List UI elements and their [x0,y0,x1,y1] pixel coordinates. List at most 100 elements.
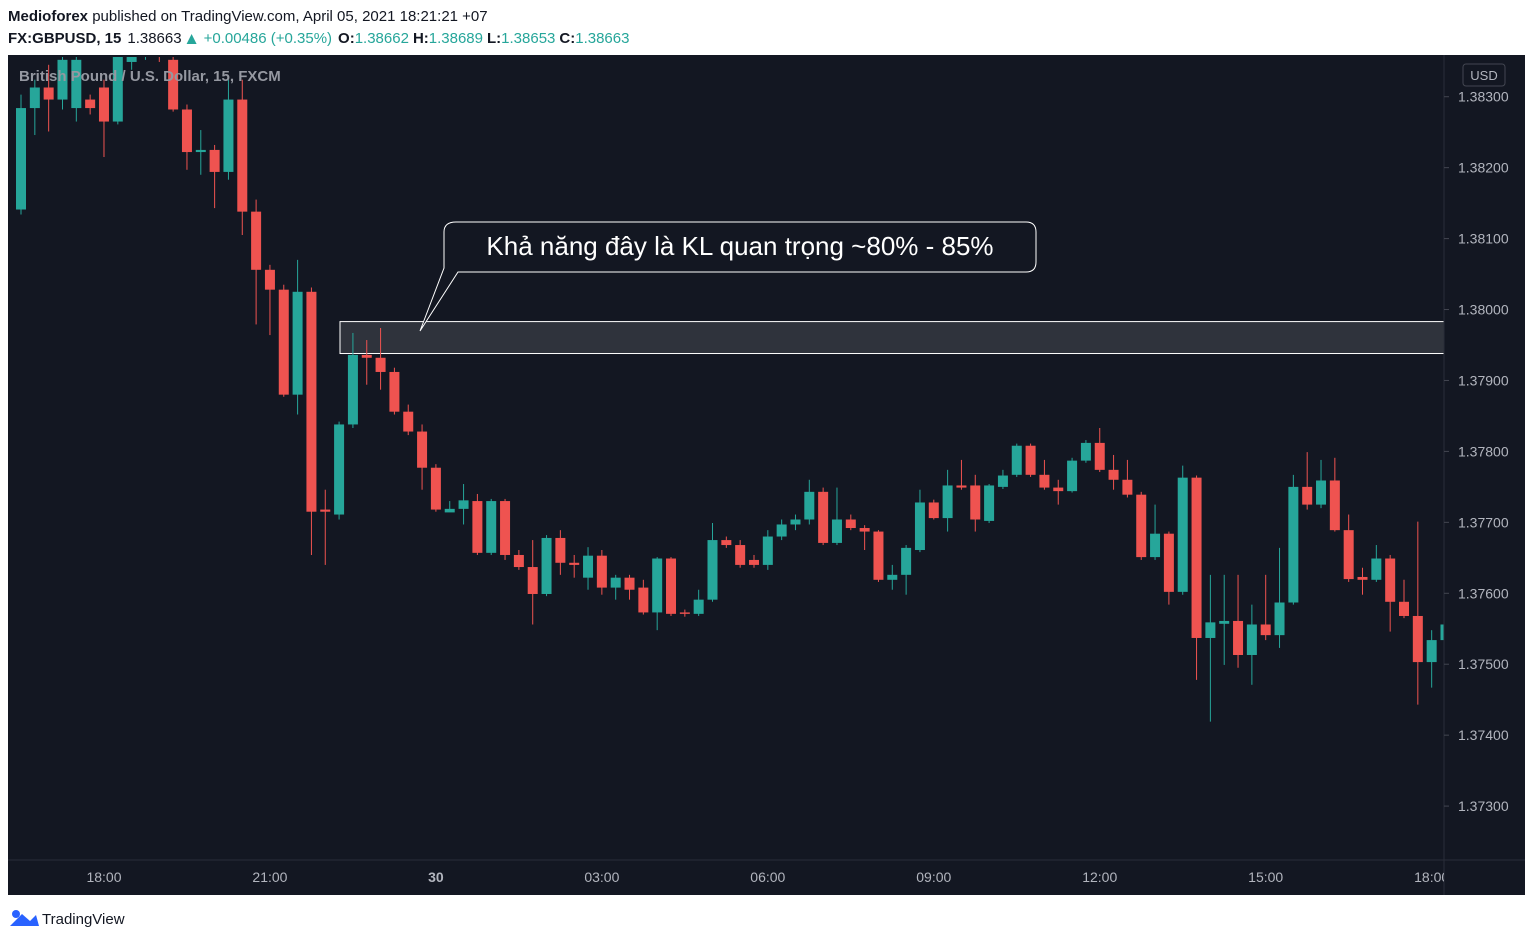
candle-body [1426,640,1437,663]
y-tick-label: 1.37700 [1458,514,1509,530]
x-tick-label: 21:00 [252,869,287,885]
candle-body [748,559,759,565]
change: +0.00486 (+0.35%) [204,30,332,47]
candle-body [1233,620,1244,655]
candle-body [942,485,953,519]
candle-body [278,289,289,395]
candle-body [624,577,635,590]
candle-body [1053,487,1064,492]
x-tick-label: 18:00 [1414,869,1449,885]
y-tick-label: 1.38000 [1458,302,1509,318]
candle-body [347,354,358,425]
candle-body [264,269,275,290]
candle-body [320,509,331,512]
currency: USD [1470,68,1497,83]
ohlc-value: 1.38662 [355,30,409,47]
callout [419,221,1037,332]
candle-body [1399,601,1409,616]
candle-body [914,502,925,551]
ohlc-label: L: [487,30,501,47]
candle-body [168,59,179,110]
y-tick-label: 1.37900 [1458,372,1509,388]
candle-body [679,612,690,614]
candles [16,57,1444,722]
candle-body [1191,477,1202,638]
candle-body [417,431,428,468]
candle-body [29,87,40,109]
candle-body [237,99,248,212]
candle-body [859,528,870,532]
chart-background [8,55,1525,895]
candle-body [1343,530,1354,580]
up-arrow [186,34,197,44]
candle-body [1108,469,1119,480]
x-tick-label: 09:00 [916,869,951,885]
candle-body [638,587,649,613]
brand: TradingView [42,911,125,928]
ohlc-label: O: [338,30,355,47]
candle-body [596,555,607,588]
candle-body [57,59,68,100]
candle-body [1205,622,1216,638]
candle-body [112,57,123,122]
candle-body [666,558,677,614]
candle-body [43,87,54,100]
logo-icon [10,914,39,926]
candle-body [430,467,441,510]
zone-layer [339,321,1445,355]
last-price: 1.38663 [127,30,181,47]
zone [339,321,1445,355]
candle-body [1136,494,1147,558]
candle-body [845,519,856,529]
candle-body [887,574,898,580]
candle-body [1067,460,1078,492]
candle-body [1440,624,1444,641]
candle-body [1094,442,1105,470]
candle-body [486,501,497,553]
y-tick-label: 1.37500 [1458,656,1509,672]
candle-body [527,567,538,594]
publish-line: Medioforex published on TradingView.com,… [8,8,488,25]
candle-body [610,577,621,588]
candle-body [126,57,137,62]
y-tick-label: 1.37600 [1458,585,1509,601]
x-tick-label: 30 [428,869,444,885]
candle-body [361,354,372,358]
logo-icon-dot [12,910,20,918]
candle-body [804,491,815,520]
candle-body [818,491,829,543]
candle-body [306,291,317,512]
candle-body [1025,445,1036,475]
candle-body [928,502,939,519]
candle-body [555,537,566,563]
x-tick-label: 12:00 [1082,869,1117,885]
candle-body [1219,620,1230,624]
published: published on TradingView.com, April 05, … [92,8,487,25]
candle-body [1357,576,1368,580]
annotation: Khả năng đây là KL quan trọng ~80% - 85% [486,231,993,261]
ohlc-label: H: [413,30,429,47]
candle-body [1080,442,1091,461]
candle-body [71,59,82,109]
candle-body [98,87,109,122]
ohlc-value: 1.38689 [429,30,483,47]
candle-body [693,599,704,614]
candle-body [1412,615,1423,663]
candle-body [569,562,580,565]
candle-body [997,475,1008,487]
candle-body [1316,480,1327,505]
candle-body [472,501,483,553]
candle-body [444,508,455,513]
candle-body [1329,480,1340,531]
candle-body [375,357,386,372]
candle-body [873,531,884,580]
candle-body [1122,479,1133,495]
series-legend: British Pound / U.S. Dollar, 15, FXCM [19,68,281,85]
candle-body [513,554,524,568]
candle-body [1163,533,1174,592]
candle-body [181,109,192,153]
candle-body [1260,624,1271,636]
candle-body [831,519,842,543]
y-tick-label: 1.37800 [1458,443,1509,459]
